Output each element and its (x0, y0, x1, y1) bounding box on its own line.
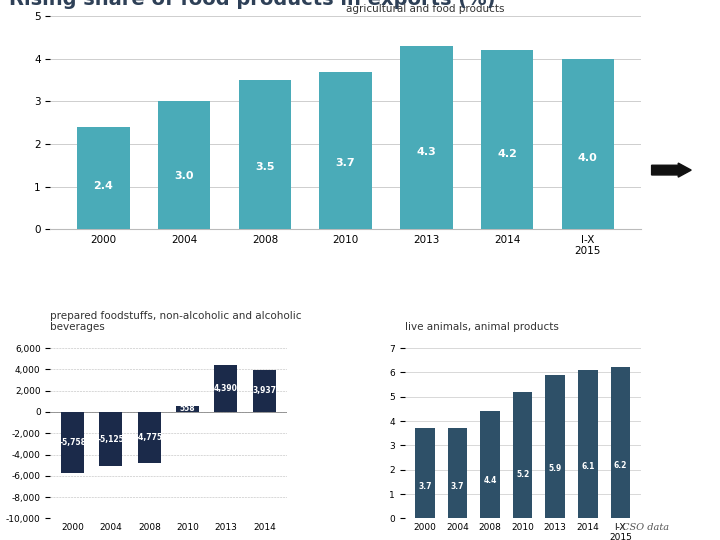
Bar (138, 412, 161, 463)
Text: 4.4: 4.4 (484, 476, 497, 485)
Text: agricultural and food products: agricultural and food products (346, 4, 504, 14)
Text: 3.0: 3.0 (174, 171, 194, 180)
Bar (448, 428, 467, 518)
Text: 3.7: 3.7 (451, 482, 464, 491)
Bar (481, 50, 534, 229)
Text: 558: 558 (180, 404, 195, 414)
Text: 4,390: 4,390 (214, 384, 238, 393)
Text: live animals, animal products: live animals, animal products (405, 322, 559, 333)
Bar (99, 412, 122, 467)
Text: 5.2: 5.2 (516, 470, 529, 478)
Text: CSO data: CSO data (623, 523, 670, 532)
Bar (480, 411, 500, 518)
Text: Rising share of food products in exports (%): Rising share of food products in exports… (9, 0, 495, 9)
Bar (611, 368, 630, 518)
Text: 2.4: 2.4 (94, 181, 114, 191)
Text: 5.9: 5.9 (549, 464, 562, 472)
Text: -5,758: -5,758 (59, 438, 86, 447)
Text: 3,937: 3,937 (252, 387, 276, 395)
Text: 4.0: 4.0 (578, 153, 598, 163)
Text: 3.5: 3.5 (255, 161, 274, 172)
Text: 6.1: 6.1 (581, 462, 595, 471)
Text: prepared foodstuffs, non-alcoholic and alcoholic
beverages: prepared foodstuffs, non-alcoholic and a… (50, 310, 302, 332)
Bar (61, 412, 84, 473)
Text: 3.7: 3.7 (336, 158, 356, 168)
Bar (400, 46, 453, 229)
Text: 4.2: 4.2 (497, 149, 517, 159)
Text: 4.3: 4.3 (416, 147, 436, 157)
Bar (320, 72, 372, 229)
Bar (77, 127, 130, 229)
Text: 3.7: 3.7 (418, 482, 432, 491)
Bar (253, 370, 276, 412)
Bar (513, 392, 533, 518)
Text: -4,775: -4,775 (136, 433, 163, 442)
Text: -5,125: -5,125 (98, 435, 125, 444)
Bar (176, 406, 199, 412)
Bar (215, 365, 238, 412)
Bar (578, 370, 598, 518)
Bar (158, 102, 210, 229)
Text: 6.2: 6.2 (613, 461, 627, 470)
Bar (562, 59, 614, 229)
Bar (415, 428, 435, 518)
Bar (546, 375, 565, 518)
Bar (238, 80, 291, 229)
